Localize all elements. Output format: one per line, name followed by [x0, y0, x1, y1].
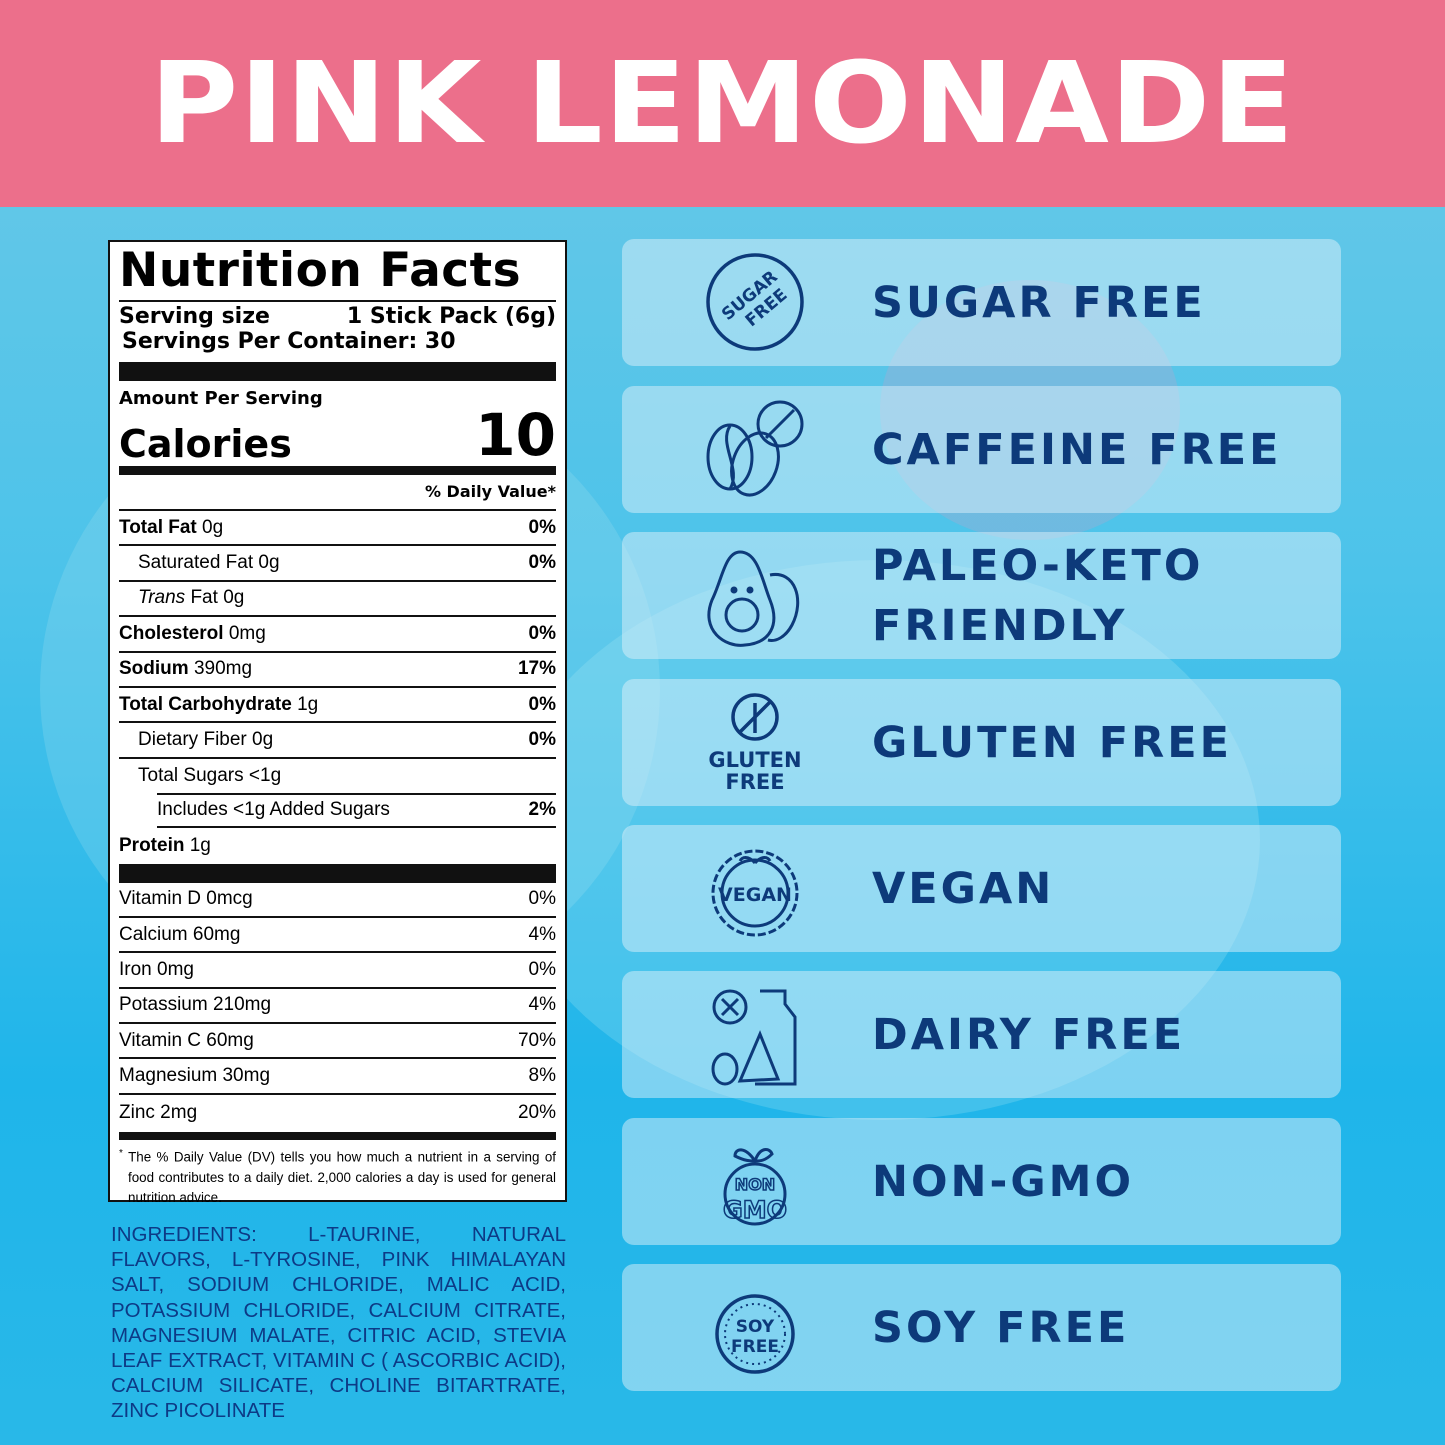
feature-label: GLUTEN FREE: [872, 717, 1232, 768]
svg-text:SOY: SOY: [736, 1317, 775, 1337]
feature-label: SOY FREE: [872, 1302, 1130, 1353]
soy-free-icon: SOY FREE: [700, 1272, 810, 1382]
feature-label: PALEO-KETO FRIENDLY: [872, 540, 1204, 651]
ingredients-list: INGREDIENTS: L-TAURINE, NATURAL FLAVORS,…: [111, 1223, 566, 1423]
svg-text:VEGAN: VEGAN: [718, 884, 792, 906]
vitamin-row: Zinc 2mg 20%: [119, 1101, 556, 1123]
nutrient-row-saturated-fat: Saturated Fat 0g 0%: [119, 546, 556, 582]
dairy-free-icon: [700, 979, 810, 1089]
feature-card-non-gmo: NON GMO NON-GMO: [622, 1118, 1341, 1245]
divider: [119, 863, 556, 883]
vitamin-row: Vitamin D 0mcg 0%: [119, 883, 556, 918]
amount-per-serving: Amount Per Serving: [119, 388, 323, 409]
nutrient-row-dietary-fiber: Dietary Fiber 0g 0%: [119, 723, 556, 759]
nutrient-row-total-sugars: Total Sugars <1g: [138, 764, 282, 786]
divider: [119, 1132, 556, 1141]
feature-card-soy-free: SOY FREE SOY FREE: [622, 1264, 1341, 1391]
nutrient-row-sodium: Sodium 390mg 17%: [119, 653, 556, 688]
nutrient-row-total-carbohydrate: Total Carbohydrate 1g 0%: [119, 688, 556, 724]
serving-size-value: 1 Stick Pack (6g): [346, 304, 556, 329]
calories-value: 10: [475, 401, 556, 469]
vitamin-row: Vitamin C 60mg 70%: [119, 1024, 556, 1060]
nutrient-row-cholesterol: Cholesterol 0mg 0%: [119, 617, 556, 653]
svg-text:FREE: FREE: [731, 1337, 779, 1357]
calories-label: Calories: [119, 422, 292, 466]
avocado-icon: [700, 540, 810, 650]
sugar-free-icon: SUGAR FREE: [700, 247, 810, 357]
coffee-bean-no-icon: [700, 394, 810, 504]
product-title: PINK LEMONADE: [149, 38, 1296, 169]
non-gmo-icon: NON GMO: [700, 1126, 810, 1236]
nutrient-row-protein: Protein 1g: [119, 834, 211, 856]
feature-label: DAIRY FREE: [872, 1009, 1186, 1060]
feature-label: SUGAR FREE: [872, 277, 1206, 328]
vitamin-row: Iron 0mg 0%: [119, 953, 556, 989]
nutrient-row-trans-fat: Trans Fat 0g: [119, 582, 556, 618]
vitamin-row: Potassium 210mg 4%: [119, 989, 556, 1025]
footnote: * The % Daily Value (DV) tells you how m…: [119, 1148, 556, 1205]
vegan-badge-icon: VEGAN: [700, 833, 810, 943]
svg-text:GMO: GMO: [723, 1196, 787, 1224]
gluten-free-icon: GLUTEN FREE: [700, 687, 810, 797]
nutrition-title: Nutrition Facts: [119, 242, 556, 302]
nutrient-row-added-sugars: Includes <1g Added Sugars 2%: [157, 792, 556, 829]
nutrition-facts-label: Nutrition Facts Serving size 1 Stick Pack…: [108, 240, 567, 1205]
feature-label: CAFFEINE FREE: [872, 424, 1282, 475]
calories-row: Calories 10: [119, 404, 556, 475]
vitamin-row: Magnesium 30mg 8%: [119, 1059, 556, 1095]
serving-size-label: Serving size: [119, 304, 270, 329]
servings-per-container: Servings Per Container: 30: [122, 329, 456, 354]
feature-card-vegan: VEGAN VEGAN: [622, 825, 1341, 952]
divider: [119, 362, 556, 381]
daily-value-header: % Daily Value*: [119, 475, 556, 511]
feature-card-paleo-keto: PALEO-KETO FRIENDLY: [622, 532, 1341, 659]
feature-label: VEGAN: [872, 863, 1055, 914]
feature-card-caffeine-free: CAFFEINE FREE: [622, 386, 1341, 513]
feature-card-gluten-free: GLUTEN FREE GLUTEN FREE: [622, 679, 1341, 806]
feature-label: NON-GMO: [872, 1156, 1135, 1207]
vitamin-row: Calcium 60mg 4%: [119, 918, 556, 954]
svg-text:NON: NON: [735, 1175, 775, 1194]
header-banner: PINK LEMONADE: [0, 0, 1445, 207]
nutrient-row-total-fat: Total Fat 0g 0%: [119, 511, 556, 547]
feature-card-sugar-free: SUGAR FREE SUGAR FREE: [622, 239, 1341, 366]
feature-card-dairy-free: DAIRY FREE: [622, 971, 1341, 1098]
svg-text:FREE: FREE: [725, 770, 784, 794]
svg-text:GLUTEN: GLUTEN: [708, 748, 801, 772]
